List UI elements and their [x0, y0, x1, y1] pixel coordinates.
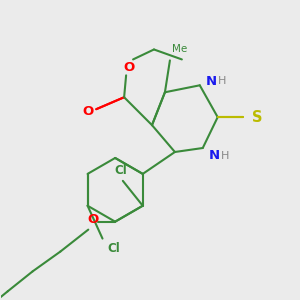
Text: H: H [221, 151, 229, 161]
Text: O: O [124, 61, 135, 74]
Text: Cl: Cl [115, 164, 127, 177]
Text: O: O [88, 213, 99, 226]
Text: O: O [83, 105, 94, 118]
Text: N: N [206, 75, 217, 88]
Text: Cl: Cl [107, 242, 120, 255]
Text: S: S [251, 110, 262, 125]
Text: H: H [218, 76, 226, 86]
Text: N: N [209, 149, 220, 163]
Text: Me: Me [172, 44, 187, 54]
